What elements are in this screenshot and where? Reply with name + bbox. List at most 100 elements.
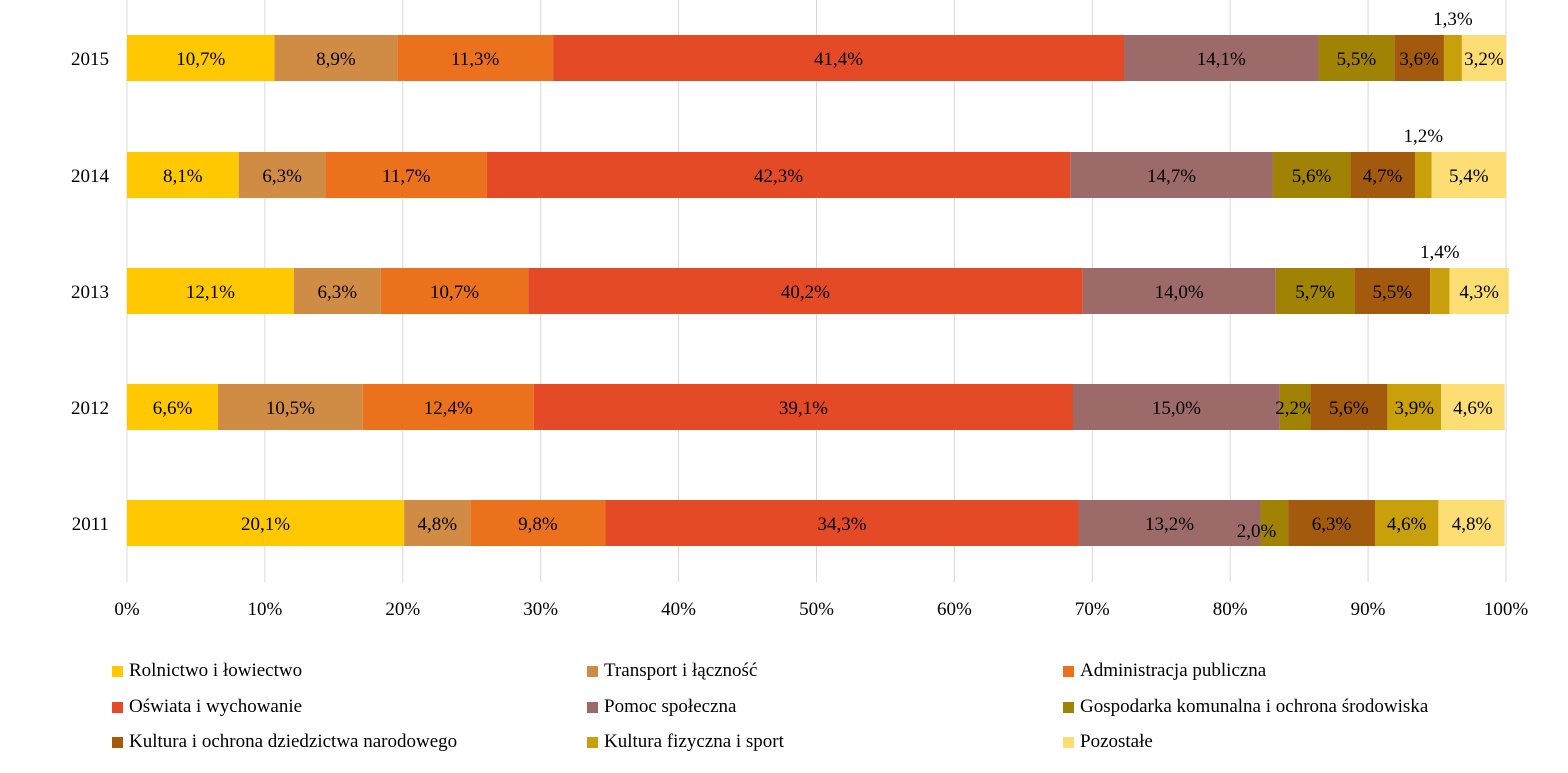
data-label: 5,5% [1372,282,1412,303]
bar-segment [1078,500,1261,546]
bar-segment [127,268,294,314]
bar-segment [1387,384,1442,430]
data-label: 8,1% [163,166,203,187]
data-label: 6,3% [1312,514,1352,535]
bar-segment [293,268,381,314]
x-axis-tick-labels: 0% 10% 20% 30% 40% 50% 60% 70% 80% 90% 100% [114,599,1528,620]
data-label: 13,2% [1145,514,1194,535]
data-label: 12,4% [424,398,473,419]
y-tick-label: 2012 [71,398,109,419]
bar-segment [1310,384,1388,430]
bar-segment [404,500,471,546]
data-label: 6,6% [153,398,193,419]
bar-segment [1441,384,1505,430]
bar-segment [1354,268,1431,314]
bar-segment [1124,35,1319,81]
x-tick-label: 20% [385,599,420,620]
x-tick-label: 60% [937,599,972,620]
bar-segment [533,384,1073,430]
bar-segment [1272,152,1351,198]
data-label: 1,4% [1420,242,1460,263]
bar-segment [325,152,487,198]
bar-segment [605,500,1079,546]
x-tick-label: 100% [1484,599,1529,620]
data-label: 5,4% [1449,166,1489,187]
y-tick-label: 2011 [72,514,109,535]
bar-segment [1350,152,1415,198]
data-label: 10,7% [176,49,225,70]
bar-segment [274,35,398,81]
data-label: 11,7% [382,166,431,187]
data-label: 10,7% [430,282,479,303]
bar-segment [1461,35,1506,81]
data-label: 12,1% [186,282,235,303]
bar-segment [1431,152,1506,198]
x-tick-label: 10% [247,599,282,620]
bar-segment [1288,500,1375,546]
data-label: 3,2% [1464,49,1504,70]
bar-segment [127,152,239,198]
x-tick-label: 0% [114,599,140,620]
y-axis-tick-labels: 2015 2014 2013 2012 2011 [71,49,110,535]
bar-segment [1430,268,1450,314]
data-label: 14,7% [1147,166,1196,187]
data-label: 11,3% [451,49,500,70]
data-label: 5,6% [1292,166,1332,187]
x-tick-label: 80% [1213,599,1248,620]
data-label: 4,6% [1387,514,1427,535]
bars: 10,7% 8,9% 11,3% 41,4% 14,1% 5,5% 3,6% 1,3% 3,2%… [127,9,1509,546]
x-tick-label: 70% [1075,599,1110,620]
data-label: 3,6% [1399,49,1439,70]
data-label: 4,8% [1452,514,1492,535]
data-label: 40,2% [781,282,830,303]
bar-segment [380,268,529,314]
bar-segment [1082,268,1276,314]
x-tick-label: 30% [523,599,558,620]
data-label: 4,8% [417,514,457,535]
y-tick-label: 2014 [71,166,110,187]
bar-segment [1449,268,1509,314]
bar-segment [127,35,275,81]
data-label: 9,8% [518,514,558,535]
data-label: 34,3% [817,514,866,535]
bar-segment [1394,35,1444,81]
bar-segment [486,152,1071,198]
bar-segment [127,500,405,546]
bar-segment [1443,35,1462,81]
data-label: 2,2% [1275,398,1315,419]
x-tick-label: 50% [799,599,834,620]
data-label: 4,6% [1453,398,1493,419]
data-label: 41,4% [814,49,863,70]
data-label: 2,0% [1237,521,1277,542]
bar-segment [397,35,554,81]
data-label: 1,3% [1433,9,1473,30]
data-label: 5,6% [1329,398,1369,419]
data-label: 5,5% [1337,49,1377,70]
data-label: 6,3% [318,282,358,303]
data-label: 4,3% [1459,282,1499,303]
data-label: 14,1% [1197,49,1246,70]
bar-segment [1414,152,1432,198]
y-tick-label: 2015 [71,49,109,70]
bar-segment [127,384,219,430]
data-label: 8,9% [316,49,356,70]
data-label: 3,9% [1395,398,1435,419]
data-label: 42,3% [754,166,803,187]
x-tick-label: 40% [661,599,696,620]
bar-segment [1374,500,1439,546]
bar-segment [528,268,1083,314]
y-tick-label: 2013 [71,282,109,303]
bar-segment [1072,384,1280,430]
data-label: 20,1% [241,514,290,535]
bar-segment [470,500,606,546]
bar-segment [1318,35,1395,81]
bar-segment [1438,500,1505,546]
data-label: 10,5% [266,398,315,419]
data-label: 1,2% [1403,126,1443,147]
data-label: 14,0% [1155,282,1204,303]
data-label: 4,7% [1363,166,1403,187]
data-label: 6,3% [262,166,302,187]
bar-segment [1279,384,1311,430]
bar-segment [1070,152,1273,198]
